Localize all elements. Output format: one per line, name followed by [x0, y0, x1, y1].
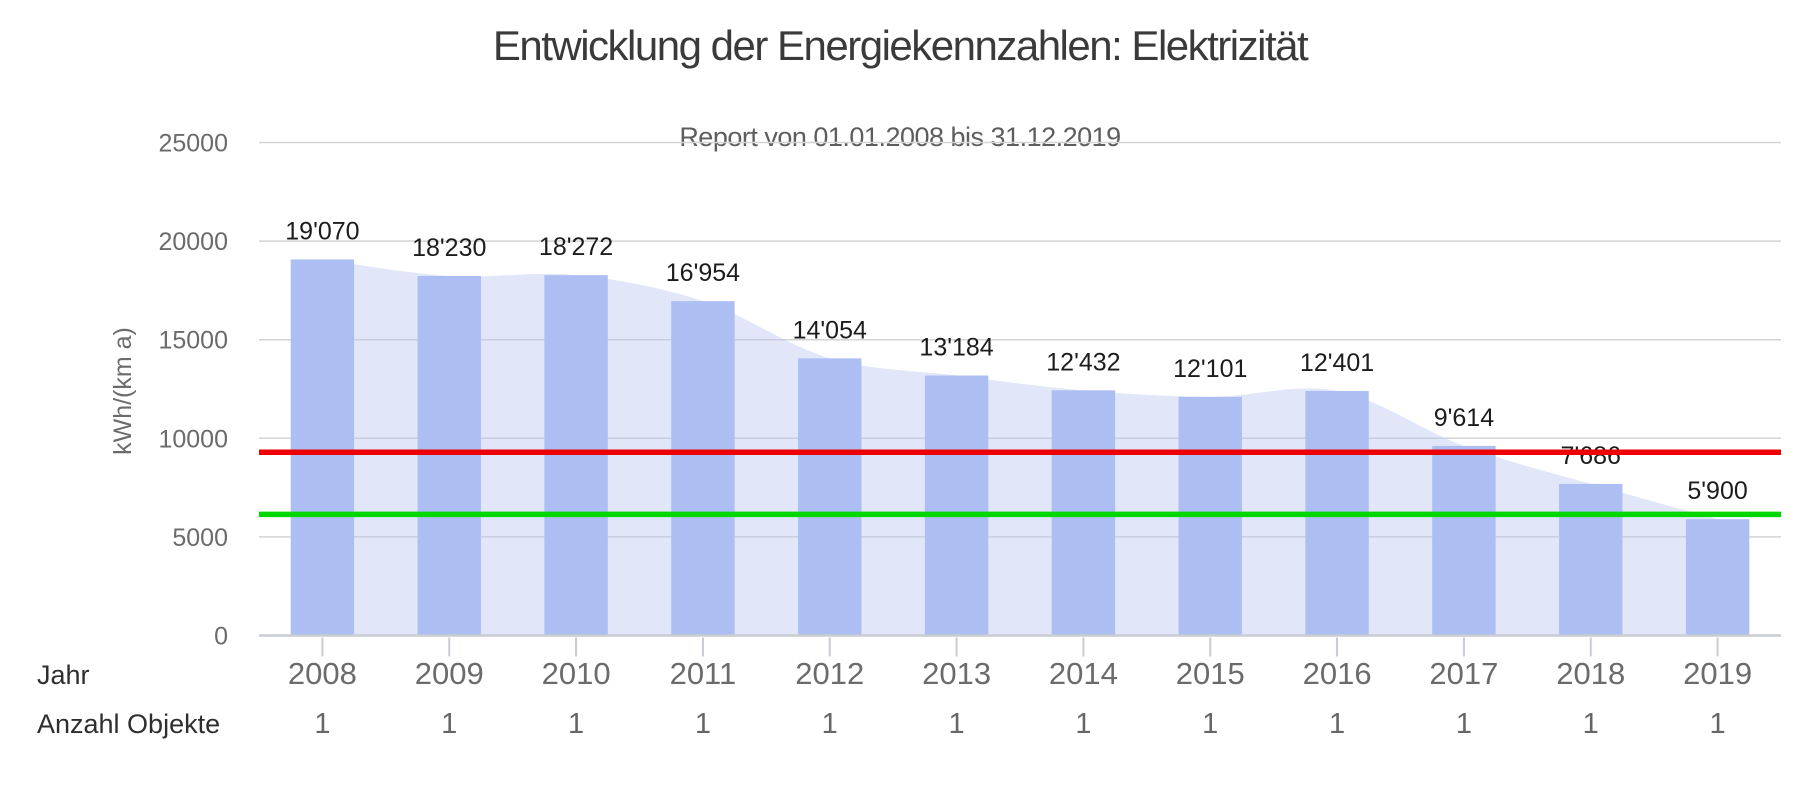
- bar-value-label: 12'401: [1300, 349, 1374, 377]
- bar-value-label: 14'054: [793, 316, 867, 344]
- bar: [924, 375, 989, 636]
- x-axis-year-label: 2010: [542, 656, 611, 691]
- x-axis-year-label: 2014: [1049, 656, 1118, 691]
- x-axis-year-label: 2015: [1176, 656, 1245, 691]
- bar-value-label: 18'272: [539, 233, 613, 261]
- x-axis-group: [259, 634, 1781, 657]
- y-axis-tick-label: 20000: [158, 228, 228, 256]
- bar-value-label: 5'900: [1687, 477, 1747, 505]
- object-count-value: 1: [1075, 708, 1091, 740]
- bar: [798, 358, 862, 636]
- bar: [1685, 519, 1750, 636]
- page-title: Entwicklung der Energiekennzahlen: Elekt…: [492, 22, 1309, 69]
- x-axis-year-label: 2012: [795, 656, 864, 691]
- y-axis-tick-label: 10000: [158, 425, 228, 453]
- report-period-subtitle: Report von 01.01.2008 bis 31.12.2019: [679, 122, 1121, 152]
- bar: [290, 259, 355, 636]
- trend-area-group: [322, 259, 1718, 636]
- bar-value-label: 13'184: [919, 334, 993, 362]
- object-count-value: 1: [695, 708, 711, 740]
- x-axis-year-label: 2016: [1303, 656, 1372, 691]
- object-count-value: 1: [1710, 708, 1726, 740]
- x-axis-year-label: 2008: [288, 656, 357, 691]
- object-count-value: 1: [1329, 708, 1345, 740]
- bar-value-label: 12'432: [1046, 348, 1120, 376]
- reference-lines-group: [259, 449, 1781, 518]
- object-count-value: 1: [822, 708, 838, 740]
- y-axis-tick-label: 25000: [158, 130, 228, 158]
- object-count-value: 1: [568, 708, 584, 740]
- x-labels-group: 2008 1 2009 1 2010 1 2011 1 2012 1 2013 1 2014 1 2015 1…: [288, 656, 1752, 740]
- x-axis-year-label: 2009: [415, 656, 484, 691]
- bars-group: [290, 259, 1750, 636]
- x-axis-year-label: 2011: [670, 656, 737, 691]
- object-count-value: 1: [1456, 708, 1472, 740]
- bar: [671, 301, 735, 636]
- bar-value-label: 7'686: [1561, 442, 1621, 470]
- bar: [544, 275, 608, 636]
- x-axis-year-label: 2018: [1556, 656, 1625, 691]
- y-axis-title: kWh/(km a): [109, 327, 137, 455]
- bar-value-label: 12'101: [1173, 355, 1247, 383]
- bar: [417, 276, 481, 636]
- anzahl-objekte-row-label: Anzahl Objekte: [37, 709, 220, 739]
- value-labels-group: 19'070 18'230 18'272 16'954 14'054 13'184 12'4…: [285, 217, 1748, 505]
- jahr-row-label: Jahr: [37, 660, 90, 690]
- bar-value-label: 19'070: [285, 217, 359, 245]
- y-axis-tick-label: 5000: [172, 524, 228, 552]
- object-count-value: 1: [1583, 708, 1599, 740]
- y-axis-tick-label: 0: [214, 623, 228, 651]
- bar: [1559, 483, 1623, 636]
- gridlines-group: 0 5000 10000 15000 20000 25000: [158, 130, 1781, 651]
- trend-area: [322, 259, 1718, 636]
- bar-value-label: 9'614: [1434, 404, 1494, 432]
- y-axis-tick-label: 15000: [158, 327, 228, 355]
- object-count-value: 1: [949, 708, 965, 740]
- object-count-value: 1: [314, 708, 330, 740]
- x-axis-year-label: 2019: [1683, 656, 1752, 691]
- x-axis-year-label: 2013: [922, 656, 991, 691]
- bar: [1432, 445, 1496, 636]
- bar-value-label: 16'954: [666, 259, 740, 287]
- x-axis-year-label: 2017: [1429, 656, 1498, 691]
- object-count-value: 1: [1202, 708, 1218, 740]
- bar-value-label: 18'230: [412, 234, 486, 262]
- object-count-value: 1: [441, 708, 457, 740]
